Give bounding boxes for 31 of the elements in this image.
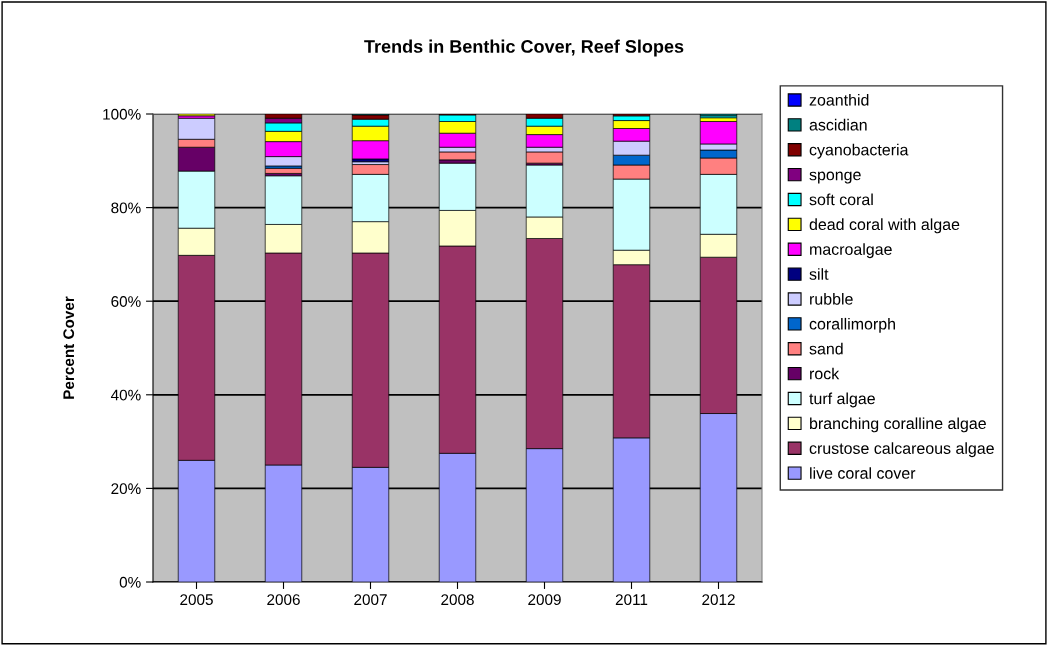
legend-label: rock [810, 367, 840, 380]
legend-label: dead coral with algae [809, 218, 960, 234]
legend-label: rubble [810, 293, 853, 305]
legend-label: macroalgae [810, 243, 892, 259]
legend-label: live coral cover [810, 467, 916, 479]
legend-label: sponge [809, 171, 861, 184]
legend-label: ascidian [809, 118, 867, 131]
x-tick-label: 2011 [615, 594, 648, 606]
y-axis-title: Percent Cover [63, 296, 75, 399]
y-tick-label: 60% [111, 296, 141, 307]
legend-label: crustose calcareous algae [809, 442, 994, 458]
x-tick-label: 2012 [702, 594, 735, 606]
x-tick-label: 2009 [528, 594, 561, 606]
y-tick-label: 40% [110, 389, 141, 401]
x-tick-label: 2005 [180, 594, 213, 606]
legend-label: branching coralline algae [810, 417, 986, 433]
legend-label: corallimorph [809, 317, 895, 333]
x-tick-label: 2008 [441, 594, 474, 606]
chart-title: Trends in Benthic Cover, Reef Slopes [364, 39, 684, 57]
y-tick-label: 0% [119, 576, 141, 588]
legend-label: silt [809, 268, 829, 280]
legend-label: turf algae [809, 392, 875, 408]
x-tick-label: 2007 [354, 594, 387, 606]
y-tick-label: 20% [111, 483, 141, 495]
y-tick-label: 100% [103, 108, 141, 120]
legend-label: zoanthid [809, 93, 869, 106]
y-tick-label: 80% [111, 202, 141, 214]
x-tick-label: 2006 [267, 594, 300, 606]
legend-label: cyanobacteria [809, 143, 909, 159]
legend-label: soft coral [809, 193, 873, 206]
legend-label: sand [809, 342, 843, 355]
